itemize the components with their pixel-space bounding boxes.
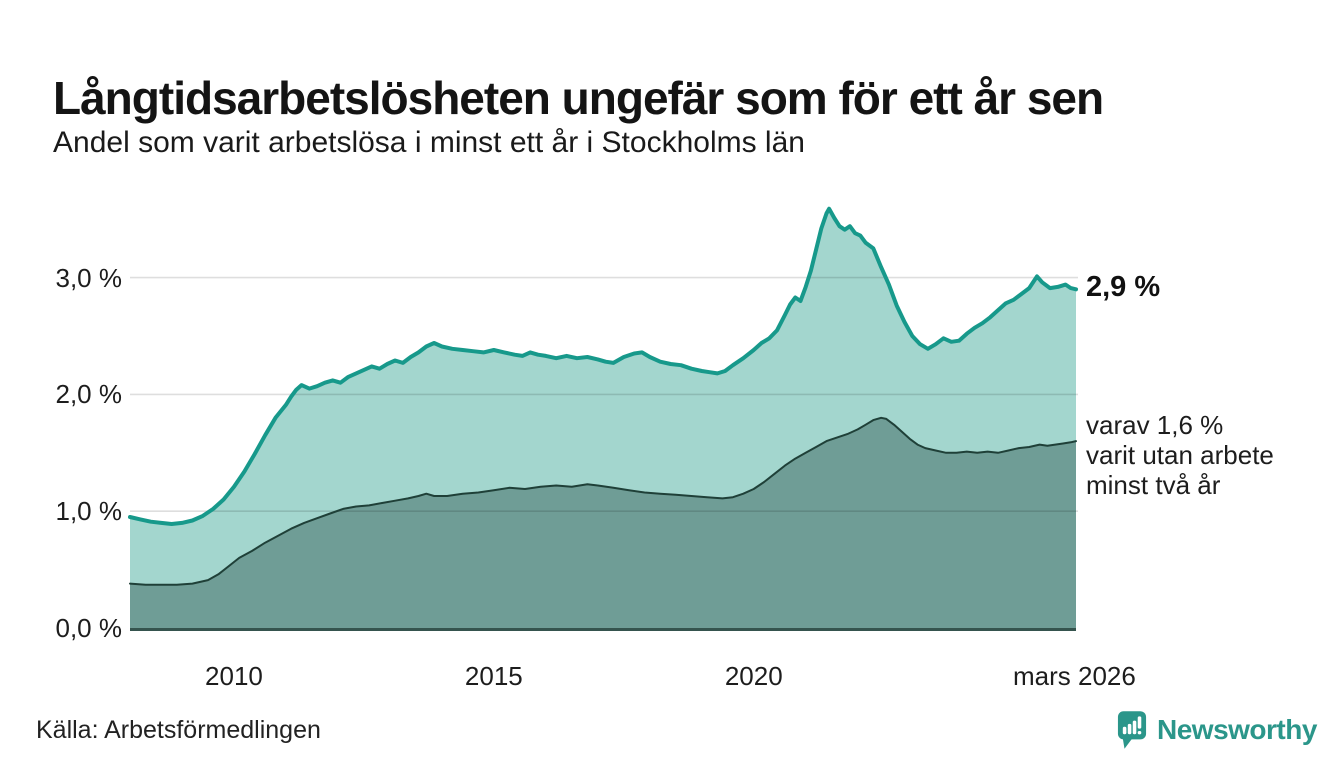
- newsworthy-logo: Newsworthy: [1117, 708, 1317, 752]
- end-value-label-subset: varav 1,6 % varit utan arbete minst två …: [1086, 410, 1274, 500]
- x-tick-label: mars 2026: [1013, 661, 1136, 691]
- end-value-label-total: 2,9 %: [1086, 271, 1161, 303]
- line-minst-tva-ar: [129, 416, 1077, 586]
- chart-subtitle: Andel som varit arbetslösa i minst ett å…: [53, 126, 805, 159]
- page-title: Långtidsarbetslösheten ungefär som för e…: [53, 71, 1104, 124]
- newsworthy-bubble-chart-icon: [1117, 711, 1147, 749]
- newsworthy-wordmark: Newsworthy: [1157, 714, 1317, 745]
- y-tick-label: 0,0 %: [55, 613, 123, 643]
- line-minst-ett-ar: [128, 206, 1078, 526]
- x-tick-label: 2010: [205, 661, 263, 691]
- x-tick-label: 2015: [464, 661, 523, 691]
- y-tick-label: 3,0 %: [55, 262, 123, 293]
- y-tick-label: 1,0 %: [55, 496, 123, 527]
- area-minst-tva-ar: [130, 417, 1076, 628]
- source-credit: Källa: Arbetsförmedlingen: [36, 716, 321, 744]
- y-tick-label: 2,0 %: [55, 379, 123, 410]
- x-tick-label: 2020: [724, 661, 783, 691]
